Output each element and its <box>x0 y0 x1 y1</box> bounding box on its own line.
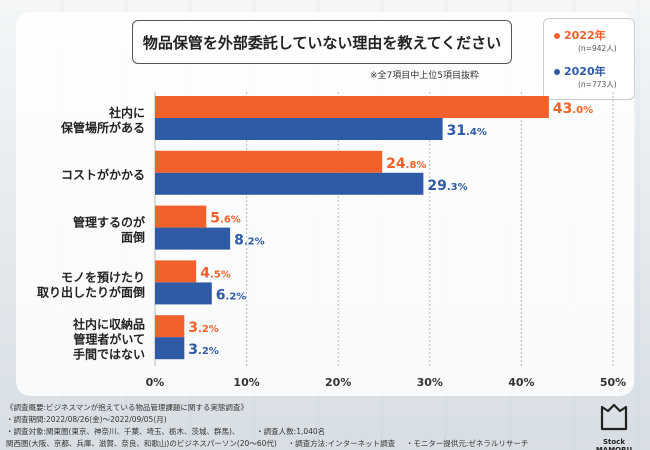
x-tick-label: 0% <box>146 376 165 389</box>
data-label: 29.3% <box>427 178 467 194</box>
logo-icon <box>600 403 628 431</box>
chart-title-text: 物品保管を外部委託していない理由を教えてください <box>142 33 502 52</box>
legend: 2022年 (n=942人) 2020年 (n=773人) <box>543 18 635 100</box>
legend-dot-2022 <box>554 33 560 39</box>
logo-text: Stock MAMORU <box>595 438 633 450</box>
bar-2022 <box>155 150 383 173</box>
category-label: 面倒 <box>121 230 145 245</box>
stock-mamoru-logo: Stock MAMORU <box>586 402 642 450</box>
bar-2020 <box>155 282 212 305</box>
data-label: 3.2% <box>188 342 219 358</box>
sub-note: ※全7項目中上位5項目抜粋 <box>370 71 479 81</box>
bar-2020 <box>155 118 443 140</box>
category-label: 社内に <box>108 105 145 120</box>
x-tick-label: 40% <box>508 376 534 389</box>
category-label: 取り出したりが面倒 <box>37 284 145 299</box>
footer-target-2: 関西圏(大阪、京都、兵庫、滋賀、奈良、和歌山)のビジネスパーソン(20〜60代) <box>6 439 277 448</box>
category-label: 保管場所がある <box>60 120 145 135</box>
bar-2022 <box>155 315 185 338</box>
survey-footer: 《調査概要:ビジネスマンが抱えている物品管理課題に関する実態調査》 ・調査期間:… <box>6 402 566 450</box>
data-label: 43.0% <box>553 101 593 117</box>
footer-line-2: ・調査期間:2022/08/26(金)〜2022/09/05(月) <box>6 415 167 424</box>
data-label: 5.6% <box>210 211 241 227</box>
x-tick-label: 50% <box>600 376 626 389</box>
data-label: 24.8% <box>386 156 426 172</box>
footer-count: ・調査人数:1,040名 <box>256 427 326 436</box>
footer-line-4: 関西圏(大阪、京都、兵庫、滋賀、奈良、和歌山)のビジネスパーソン(20〜60代)… <box>6 438 566 450</box>
data-label: 4.5% <box>200 265 231 281</box>
bar-2022 <box>155 205 207 228</box>
chart-card <box>16 12 634 396</box>
legend-label-2022: 2022年 <box>564 29 606 42</box>
footer-method: ・調査方法:インターネット調査 <box>287 439 396 448</box>
chart-title: 物品保管を外部委託していない理由を教えてください <box>132 20 512 64</box>
legend-item-2020: 2020年 (n=773人) <box>554 63 634 90</box>
footer-provider: ・モニター提供元:ゼネラルリサーチ <box>405 439 529 448</box>
legend-item-2022: 2022年 (n=942人) <box>554 27 634 54</box>
data-label: 31.4% <box>447 123 487 139</box>
x-tick-label: 30% <box>417 376 443 389</box>
category-label: 管理するのが <box>73 215 145 230</box>
category-label: コストがかかる <box>61 167 145 182</box>
data-label: 6.2% <box>216 287 247 303</box>
legend-sub-2022: (n=942人) <box>578 44 617 53</box>
x-tick-label: 10% <box>233 376 259 389</box>
category-label: 管理者がいて <box>73 332 145 347</box>
legend-sub-2020: (n=773人) <box>578 80 617 89</box>
x-tick-label: 20% <box>325 376 351 389</box>
category-label: モノを預けたり <box>61 270 145 284</box>
category-label: 社内に収納品 <box>72 317 145 332</box>
data-label: 8.2% <box>234 233 265 249</box>
data-label: 3.2% <box>188 320 219 336</box>
footer-line-1: 《調査概要:ビジネスマンが抱えている物品管理課題に関する実態調査》 <box>6 403 248 412</box>
legend-dot-2020 <box>554 69 560 75</box>
legend-label-2020: 2020年 <box>564 65 606 78</box>
footer-target: ・調査対象:関東圏(東京、神奈川、千葉、埼玉、栃木、茨城、群馬)、 <box>6 427 240 436</box>
bar-2022 <box>155 96 549 118</box>
bar-2022 <box>155 260 197 283</box>
footer-line-3: ・調査対象:関東圏(東京、神奈川、千葉、埼玉、栃木、茨城、群馬)、 ・調査人数:… <box>6 426 566 438</box>
category-label: 手間ではない <box>73 347 145 362</box>
bar-2020 <box>155 337 185 360</box>
bar-2020 <box>155 227 231 250</box>
bar-2020 <box>155 172 424 195</box>
